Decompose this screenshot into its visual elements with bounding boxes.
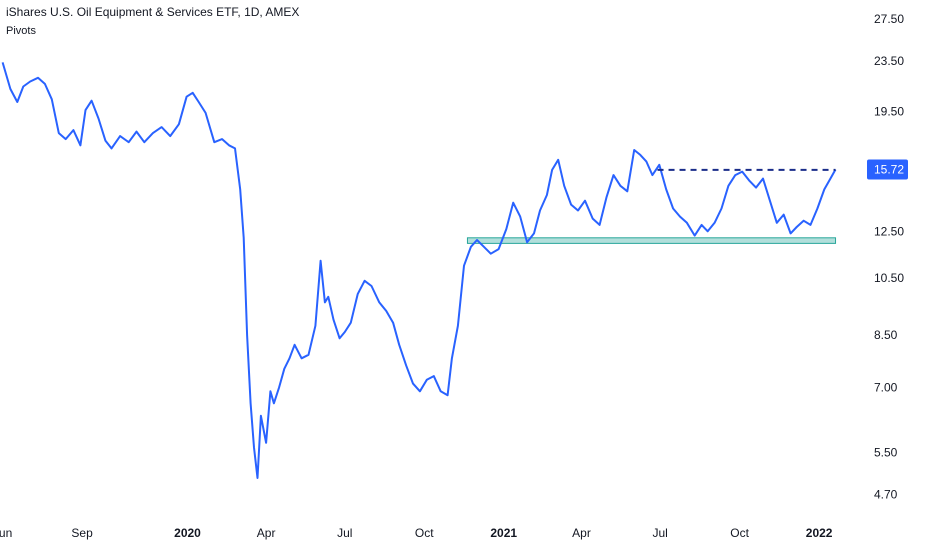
plot-area: [1, 62, 837, 479]
x-tick-label: Sep: [71, 526, 93, 540]
y-axis: 27.50 23.50 19.50 12.50 10.50 8.50 7.00 5.50 4.7…: [874, 12, 904, 502]
x-tick-label: Jul: [652, 526, 667, 540]
x-tick-label: Oct: [730, 526, 749, 540]
x-tick-label: Apr: [257, 526, 276, 540]
price-line: [1, 62, 837, 479]
last-price-tag-background: [867, 159, 908, 180]
y-tick-label: 27.50: [874, 12, 904, 26]
x-axis: Jun Sep 2020 Apr Jul Oct 2021 Apr Jul Oct 2022: [0, 526, 833, 540]
y-tick-label: 8.50: [874, 328, 898, 342]
y-tick-label: 19.50: [874, 104, 904, 118]
y-tick-label: 4.70: [874, 488, 898, 502]
last-price-label: 15.72: [874, 163, 904, 177]
x-tick-label: Jul: [337, 526, 352, 540]
y-tick-label: 5.50: [874, 445, 898, 459]
x-tick-label: Apr: [572, 526, 591, 540]
y-tick-label: 7.00: [874, 380, 898, 394]
x-tick-label: 2021: [490, 526, 517, 540]
chart-title: iShares U.S. Oil Equipment & Services ET…: [6, 5, 300, 19]
last-price-tag: 15.72: [867, 159, 908, 180]
y-tick-label: 23.50: [874, 54, 904, 68]
x-tick-label: Oct: [415, 526, 434, 540]
support-zone: [466, 237, 837, 244]
x-tick-label: Jun: [0, 526, 12, 540]
y-tick-label: 10.50: [874, 271, 904, 285]
x-tick-label: 2022: [806, 526, 833, 540]
y-tick-label: 12.50: [874, 224, 904, 238]
x-tick-label: 2020: [174, 526, 201, 540]
indicator-label: Pivots: [6, 25, 36, 37]
